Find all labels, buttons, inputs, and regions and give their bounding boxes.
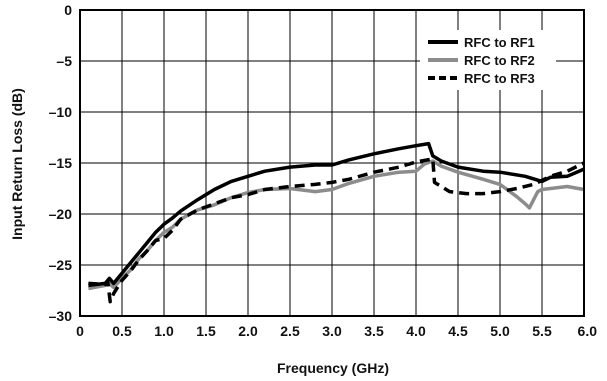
series-line-rfc-to-rf1 (88, 141, 585, 288)
y-tick-label: –10 (49, 104, 73, 120)
x-tick-label: 5.0 (490, 323, 510, 339)
x-tick-label: 3.0 (322, 323, 342, 339)
x-tick-label: 1.0 (154, 323, 174, 339)
y-tick-label: –20 (49, 206, 73, 222)
x-tick-label: 4.0 (406, 323, 426, 339)
x-tick-labels: 0 0.5 1.0 1.5 2.0 2.5 3.0 3.5 4.0 4.5 5.0 5.5 6.0 (76, 323, 597, 339)
x-tick-label: 0.5 (112, 323, 132, 339)
x-axis-label: Frequency (GHz) (277, 360, 389, 376)
legend: RFC to RF1 RFC to RF2 RFC to RF3 (420, 30, 556, 90)
x-tick-label: 1.5 (196, 323, 216, 339)
legend-label-rf3: RFC to RF3 (464, 71, 535, 86)
series-line-rfc-to-rf3 (88, 157, 585, 304)
y-tick-labels: 0 –5 –10 –15 –20 –25 –30 (49, 2, 73, 324)
y-tick-label: –5 (56, 53, 72, 69)
y-tick-label: –30 (49, 308, 73, 324)
x-tick-label: 2.5 (280, 323, 300, 339)
y-tick-label: –15 (49, 155, 73, 171)
x-tick-label: 5.5 (532, 323, 552, 339)
y-tick-label: 0 (64, 2, 72, 18)
x-tick-label: 0 (76, 323, 84, 339)
x-tick-label: 2.0 (238, 323, 258, 339)
x-tick-label: 3.5 (364, 323, 384, 339)
y-axis-label: Input Return Loss (dB) (9, 88, 25, 240)
y-tick-label: –25 (49, 257, 73, 273)
plot-frame (79, 9, 585, 317)
x-tick-label: 4.5 (448, 323, 468, 339)
legend-label-rf2: RFC to RF2 (464, 53, 535, 68)
x-tick-label: 6.0 (578, 323, 598, 339)
series-line-rfc-to-rf2 (88, 159, 585, 291)
legend-label-rf1: RFC to RF1 (464, 35, 535, 50)
series-layer (88, 141, 585, 304)
